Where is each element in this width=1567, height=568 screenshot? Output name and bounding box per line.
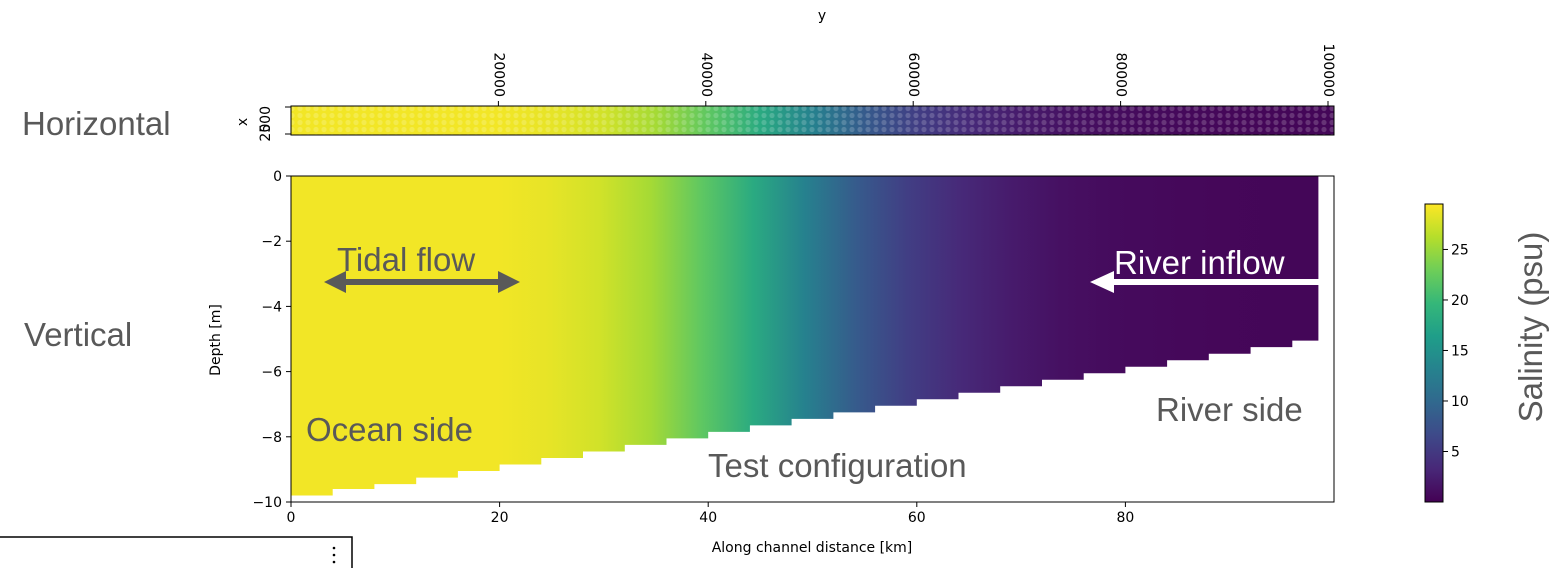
x-tick-label: 40 [699, 510, 717, 526]
test-configuration-label: Test configuration [708, 447, 967, 484]
y-tick-label: −10 [252, 495, 282, 511]
top-tick-label: 60000 [905, 52, 921, 97]
horizontal-y-axis-label: x [235, 118, 251, 126]
x-tick-label: 80 [1116, 510, 1134, 526]
colorbar-label: Salinity (psu) [1512, 232, 1549, 423]
tidal-flow-arrow [324, 271, 520, 293]
vertical-axes-frame [290, 175, 1335, 503]
x-tick-label: 0 [287, 510, 296, 526]
horizontal-axes-frame [290, 105, 1335, 136]
colorbar-tick-label: 5 [1451, 444, 1460, 460]
y-tick-label: 0 [273, 169, 282, 185]
colorbar-tick-label: 25 [1451, 242, 1469, 258]
vertical-y-ticks: 0 −2 −4 −6 −8 −10 [252, 169, 291, 511]
vertical-x-ticks: 0 20 40 60 80 [287, 502, 1134, 526]
y-tick-label: −8 [261, 430, 282, 446]
x-tick-label: 60 [908, 510, 926, 526]
x-tick-label: 20 [491, 510, 509, 526]
colorbar: 5 10 15 20 25 Salinity (psu) [1424, 203, 1549, 503]
y-tick-label: −4 [261, 299, 282, 315]
top-tick-label: 100000 [1320, 44, 1336, 97]
horizontal-panel: y 20000 40000 60000 80000 100000 x 0 2500 [235, 8, 1336, 142]
river-side-label: River side [1156, 391, 1303, 428]
ocean-side-label: Ocean side [306, 411, 473, 448]
top-tick-label: 20000 [490, 52, 506, 97]
river-inflow-label: River inflow [1114, 244, 1285, 281]
tidal-flow-label: Tidal flow [337, 241, 475, 278]
top-tick-label: 80000 [1113, 52, 1129, 97]
horizontal-x-axis-label: y [818, 8, 826, 24]
river-inflow-arrow [1090, 271, 1323, 293]
colorbar-body [1425, 204, 1443, 502]
salinity-section [291, 176, 1319, 496]
vertical-y-axis-label: Depth [m] [208, 304, 224, 376]
colorbar-tick-label: 15 [1451, 343, 1469, 359]
colorbar-ticks: 5 10 15 20 25 [1443, 242, 1469, 460]
horizontal-label: Horizontal [22, 105, 171, 142]
horizontal-y-tick-0: 0 [258, 124, 274, 133]
colorbar-tick-label: 20 [1451, 293, 1469, 309]
y-tick-label: −6 [261, 365, 282, 381]
horizontal-y-tick-2500: 2500 [258, 106, 274, 142]
colorbar-tick-label: 10 [1451, 394, 1469, 410]
y-tick-label: −2 [261, 234, 282, 250]
vertical-label: Vertical [24, 316, 132, 353]
vertical-x-axis-label: Along channel distance [km] [712, 540, 913, 556]
vertical-panel: 0 20 40 60 80 0 −2 −4 −6 −8 −10 Along channel dis… [208, 169, 1335, 556]
top-tick-label: 40000 [698, 52, 714, 97]
cropped-panel-frame [0, 536, 353, 568]
colorbar-frame [1424, 203, 1444, 503]
horizontal-top-ticks: 20000 40000 60000 80000 100000 [490, 44, 1336, 106]
horizontal-mesh-cells [291, 106, 1334, 135]
